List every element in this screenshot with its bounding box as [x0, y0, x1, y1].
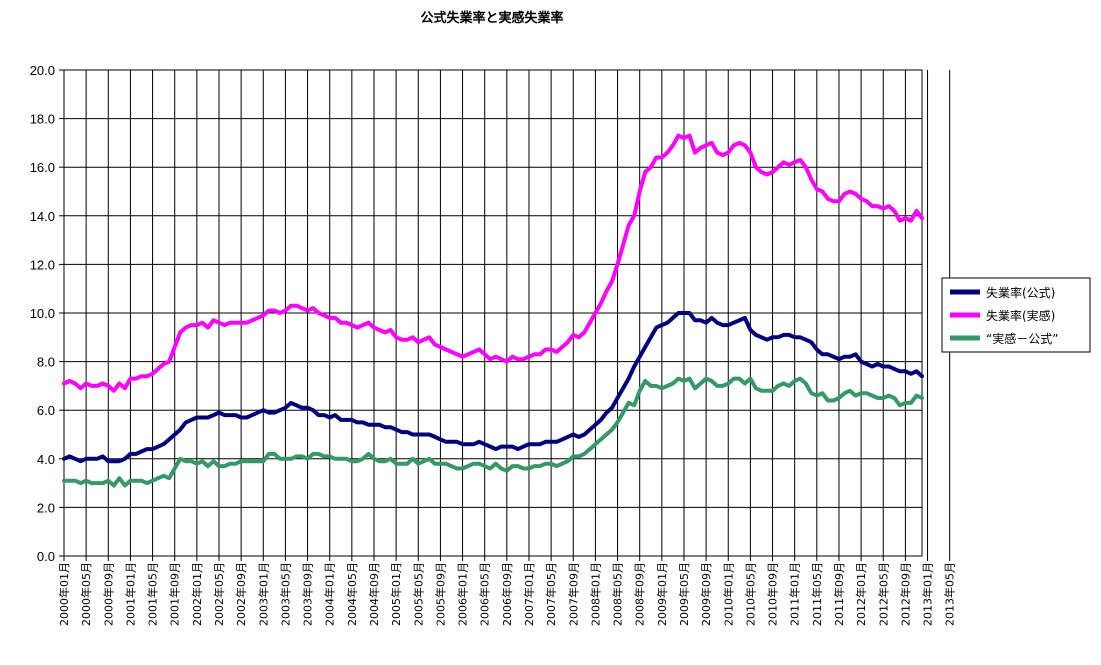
x-tick-label: 2007年05月: [544, 562, 558, 626]
x-tick-label: 2013年05月: [943, 562, 957, 626]
x-tick-label: 2000年05月: [79, 562, 93, 626]
x-tick-label: 2002年01月: [190, 562, 204, 626]
x-tick-label: 2000年01月: [57, 562, 71, 626]
x-tick-label: 2003年09月: [301, 562, 315, 626]
x-tick-label: 2002年09月: [234, 562, 248, 626]
x-tick-label: 2007年01月: [522, 562, 536, 626]
x-tick-label: 2011年01月: [788, 562, 802, 626]
x-tick-label: 2012年09月: [898, 562, 912, 626]
legend: 失業率(公式) 失業率(実感) “実感－公式”: [941, 277, 1091, 353]
series-line-1: [62, 133, 924, 393]
x-tick-label: 2006年05月: [478, 562, 492, 626]
legend-label-0: 失業率(公式): [986, 285, 1055, 300]
chart-title: 公式失業率と実感失業率: [420, 10, 563, 26]
y-tick-label: 14.0: [30, 209, 55, 224]
y-tick-label: 18.0: [30, 112, 55, 127]
x-tick-label: 2003年01月: [256, 562, 270, 626]
x-tick-label: 2006年09月: [500, 562, 514, 626]
x-tick-label: 2009年09月: [699, 562, 713, 626]
x-tick-label: 2010年05月: [743, 562, 757, 626]
y-tick-label: 2.0: [37, 500, 55, 515]
x-tick-label: 2011年05月: [810, 562, 824, 626]
x-tick-label: 2011年09月: [832, 562, 846, 626]
x-tick-label: 2008年05月: [611, 562, 625, 626]
x-tick-label: 2012年05月: [876, 562, 890, 626]
x-tick-label: 2013年01月: [921, 562, 935, 626]
x-tick-label: 2009年05月: [677, 562, 691, 626]
grid: [63, 69, 951, 557]
y-tick-label: 10.0: [30, 306, 55, 321]
x-tick-label: 2006年01月: [456, 562, 470, 626]
x-tick-label: 2002年05月: [212, 562, 226, 626]
x-tick-label: 2004年09月: [367, 562, 381, 626]
x-tick-label: 2000年09月: [101, 562, 115, 626]
series-line-2: [62, 376, 924, 488]
y-tick-label: 6.0: [37, 403, 55, 418]
x-tick-label: 2005年05月: [411, 562, 425, 626]
x-tick-label: 2008年01月: [588, 562, 602, 626]
x-tick-label: 2003年05月: [278, 562, 292, 626]
x-axis-ticks: 2000年01月 2000年05月 2000年09月 2001年01月 2001年05月…: [57, 556, 957, 626]
x-tick-label: 2004年01月: [323, 562, 337, 626]
y-tick-label: 0.0: [37, 549, 55, 564]
x-tick-label: 2005年01月: [389, 562, 403, 626]
series-line-0: [62, 311, 924, 464]
x-tick-label: 2012年01月: [854, 562, 868, 626]
y-tick-label: 4.0: [37, 452, 55, 467]
x-tick-label: 2001年09月: [168, 562, 182, 626]
x-tick-label: 2010年01月: [721, 562, 735, 626]
y-tick-label: 12.0: [30, 257, 55, 272]
x-tick-label: 2009年01月: [655, 562, 669, 626]
x-tick-label: 2001年01月: [123, 562, 137, 626]
x-tick-label: 2010年09月: [766, 562, 780, 626]
y-tick-label: 20.0: [30, 63, 55, 78]
x-tick-label: 2001年05月: [146, 562, 160, 626]
legend-label-2: “実感－公式”: [986, 331, 1058, 346]
y-tick-label: 8.0: [37, 355, 55, 370]
series-lines: [62, 133, 924, 488]
x-tick-label: 2008年09月: [633, 562, 647, 626]
x-tick-label: 2005年09月: [433, 562, 447, 626]
legend-label-1: 失業率(実感): [986, 308, 1055, 323]
y-tick-label: 16.0: [30, 160, 55, 175]
x-tick-label: 2007年09月: [566, 562, 580, 626]
x-tick-label: 2004年05月: [345, 562, 359, 626]
y-axis-ticks: 0.0 2.0 4.0 6.0 8.0 10.0 12.0 14.0 16.0 18.0 20.0: [30, 63, 64, 564]
